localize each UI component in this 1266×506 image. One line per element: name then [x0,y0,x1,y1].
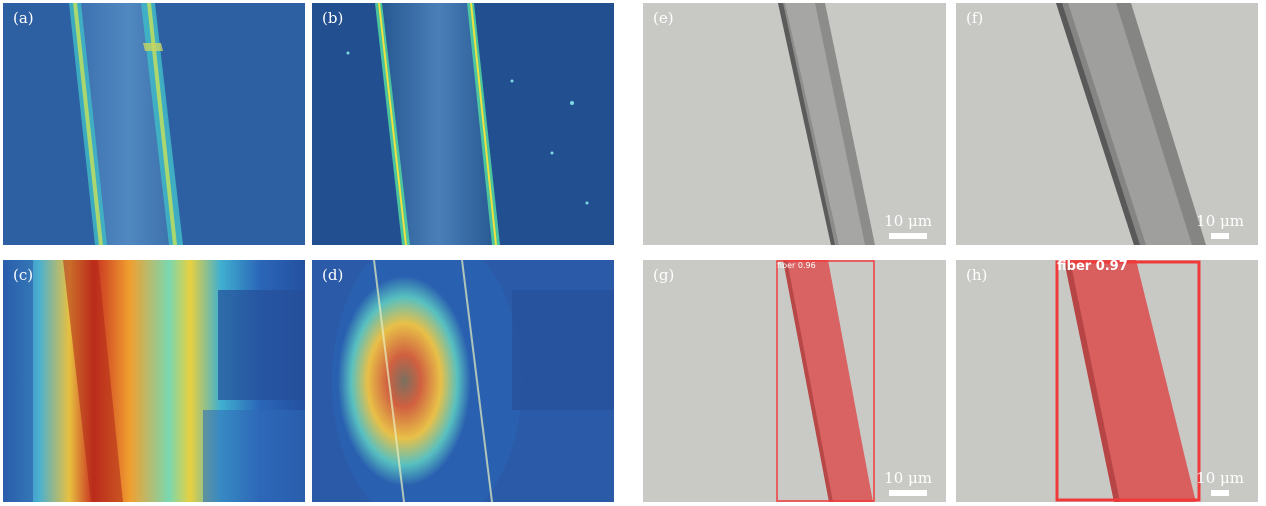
panel-label: (b) [322,9,344,27]
scale-bar-label: 10 μm [1196,212,1244,230]
scale-bar-line [1211,233,1230,239]
panel-e: (e) 10 μm [643,3,946,245]
panel-label: (c) [13,266,34,284]
panel-b-image [312,3,614,245]
panel-a-image [3,3,305,245]
panel-h-image [956,260,1258,502]
scale-bar: 10 μm [884,471,932,496]
panel-label: (f) [966,9,984,27]
panel-a: (a) [3,3,305,245]
scale-bar-label: 10 μm [1196,469,1244,487]
panel-d-image [312,260,614,502]
scale-bar-line [889,233,928,239]
panel-c-image [3,260,305,502]
panel-label: (a) [13,9,34,27]
scale-bar-line [889,490,928,496]
scale-bar: 10 μm [1196,471,1244,496]
panel-label: (e) [653,9,674,27]
panel-g: fiber 0.96 (g) 10 μm [643,260,946,502]
panel-label: (d) [322,266,344,284]
panel-label: (g) [653,266,675,284]
panel-label: (h) [966,266,988,284]
panel-f: (f) 10 μm [956,3,1258,245]
scale-bar: 10 μm [1196,214,1244,239]
panel-e-image [643,3,946,245]
scale-bar-line [1211,490,1230,496]
panel-f-image [956,3,1258,245]
panel-c: (c) [3,260,305,502]
scale-bar-label: 10 μm [884,212,932,230]
detection-label: fiber 0.97 [1057,260,1128,274]
panel-b: (b) [312,3,614,245]
panel-h: fiber 0.97 (h) 10 μm [956,260,1258,502]
panel-g-image [643,260,946,502]
scale-bar: 10 μm [884,214,932,239]
panel-d: (d) [312,260,614,502]
scale-bar-label: 10 μm [884,469,932,487]
detection-label: fiber 0.96 [777,261,816,270]
